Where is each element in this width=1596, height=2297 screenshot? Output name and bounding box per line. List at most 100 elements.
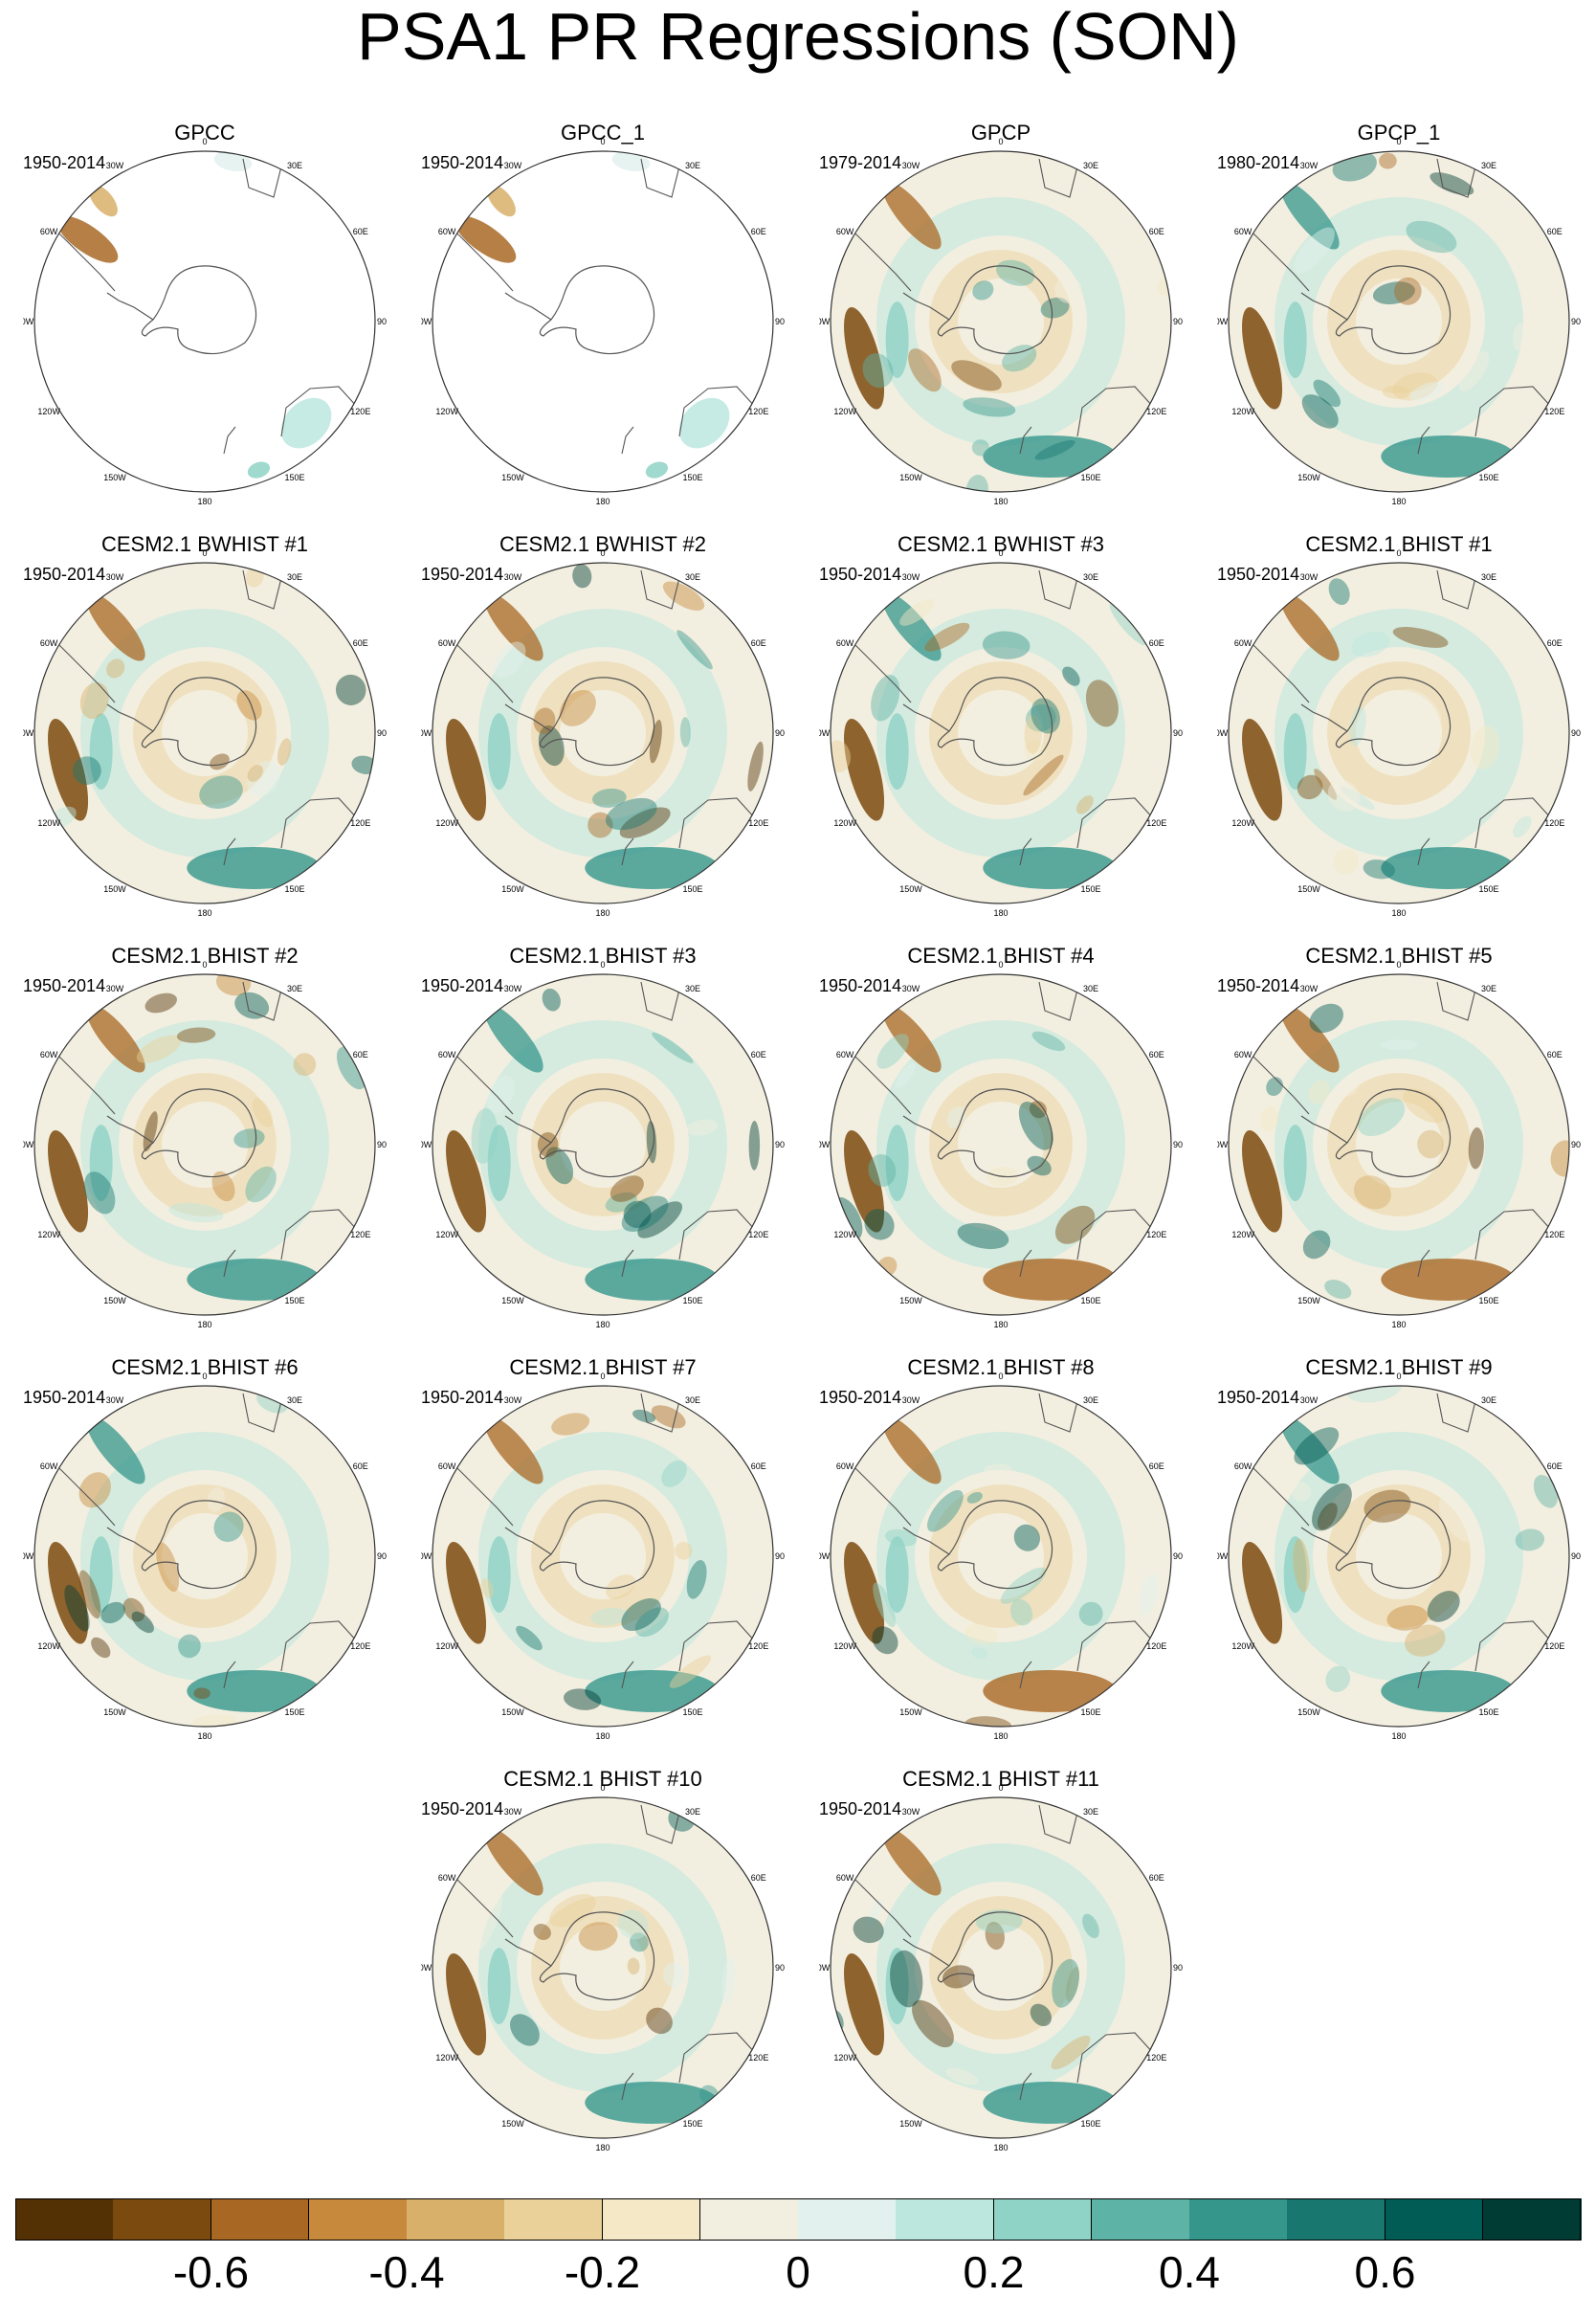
precip-anomaly-patch [881, 1416, 942, 1484]
australia-coastline [1076, 1620, 1155, 1672]
precip-anomaly-patch [1013, 1524, 1041, 1551]
precip-anomaly-patch [1314, 769, 1338, 800]
antarctic-peninsula-coastline [504, 1527, 552, 1555]
panel-title: CESM2.1 BHIST #1 [1305, 532, 1493, 556]
precip-anomaly-patch [867, 1899, 883, 1929]
colorbar-swatch [1287, 2198, 1385, 2241]
precip-anomaly-patch [585, 1258, 720, 1301]
precip-anomaly-patch [585, 2081, 720, 2124]
precip-anomaly-patch [545, 1147, 574, 1185]
precip-anomaly-patch [487, 1125, 511, 1202]
precip-anomaly-patch [1309, 1003, 1344, 1034]
map-border [1228, 1385, 1570, 1728]
longitude-label: 60E [751, 638, 766, 648]
australia-coastline [678, 2032, 757, 2084]
longitude-label: 120W [37, 818, 60, 828]
longitude-label: 180 [1391, 497, 1406, 506]
precip-anomaly-patch [881, 1827, 942, 1896]
precip-anomaly-patch [1138, 1573, 1160, 1616]
longitude-label: 120W [1231, 407, 1254, 416]
panel-title: CESM2.1 BWHIST #3 [898, 532, 1104, 556]
antarctica-coastline [141, 265, 257, 355]
longitude-label: 60E [353, 1050, 368, 1059]
longitude-label: 30E [1083, 1395, 1098, 1405]
longitude-label: 60E [1149, 1050, 1164, 1059]
longitude-label: 60W [836, 1461, 854, 1471]
longitude-label: 60E [1547, 1461, 1563, 1471]
longitude-label: 180 [1391, 1320, 1406, 1329]
precip-anomaly-patch [662, 1962, 685, 1988]
longitude-label: 120E [350, 407, 370, 416]
longitude-label: 60E [1149, 227, 1164, 236]
precip-anomaly-patch [1065, 1966, 1079, 2002]
longitude-label: 90E [1173, 1140, 1183, 1149]
longitude-label: 180 [595, 1731, 610, 1741]
precip-anomaly-patch [1002, 345, 1037, 372]
longitude-label: 150W [501, 1707, 524, 1717]
precip-anomaly-patch [899, 598, 935, 626]
precip-anomaly-patch [844, 307, 885, 410]
precip-anomaly-patch [1294, 1427, 1340, 1465]
longitude-label: 30W [106, 984, 124, 993]
longitude-label: 0 [600, 1372, 605, 1381]
longitude-label: 90W [1217, 728, 1229, 738]
longitude-label: 0 [1396, 137, 1401, 146]
precip-anomaly-patch [564, 1688, 602, 1710]
precip-anomaly-patch [72, 756, 101, 785]
panel-title: CESM2.1 BHIST #5 [1305, 944, 1493, 968]
australia-coastline [1076, 386, 1155, 437]
antarctic-peninsula-coastline [504, 1115, 552, 1144]
precip-anomaly-patch [1386, 1605, 1429, 1631]
polar-map: 0 30E 60E 90E 120E 150E 180 150W 120W 90W 60W 30W [1217, 960, 1581, 1329]
longitude-label: 180 [595, 908, 610, 918]
antarctica-coastline [937, 1911, 1053, 2001]
new-zealand-coastline [621, 426, 634, 455]
longitude-label: 150E [1080, 473, 1100, 482]
precip-anomaly-patch [1009, 1598, 1033, 1626]
longitude-label: 60E [1547, 227, 1563, 236]
map-panel: CESM2.1 BHIST #90 30E 60E 90E 120E 150E 180 150… [1217, 1355, 1581, 1757]
precip-anomaly-patch [156, 1542, 180, 1593]
precip-anomaly-patch [187, 846, 321, 889]
panel-years: 1950-2014 [1217, 976, 1300, 995]
longitude-label: 120W [1231, 818, 1254, 828]
precip-anomaly-patch [844, 1542, 885, 1644]
longitude-label: 0 [202, 960, 207, 970]
precip-anomaly-patch [1327, 779, 1361, 812]
precip-anomaly-patch [1034, 439, 1075, 460]
longitude-label: 120W [435, 1230, 458, 1239]
longitude-label: 60E [1149, 1461, 1164, 1471]
precip-anomaly-patch [587, 812, 613, 838]
precip-anomaly-patch [982, 631, 1031, 659]
map-panel: GPCP_10 30E 60E 90E 120E 150E 180 150W 120W 90W 60… [1217, 121, 1581, 523]
map-border [1228, 562, 1570, 904]
longitude-label: 60E [751, 1873, 766, 1883]
longitude-label: 90W [1217, 317, 1229, 326]
longitude-label: 90E [1173, 1963, 1183, 1973]
precip-anomaly-patch [1363, 859, 1396, 880]
map-panel: CESM2.1 BHIST #80 30E 60E 90E 120E 150E 180 150… [819, 1355, 1183, 1757]
precip-anomaly-patch [100, 1601, 125, 1624]
longitude-label: 120W [37, 407, 60, 416]
map-border [432, 973, 774, 1316]
longitude-label: 120W [37, 1230, 60, 1239]
longitude-label: 30W [1300, 984, 1319, 993]
precip-anomaly-patch [236, 690, 262, 721]
precip-anomaly-patch [1403, 1088, 1447, 1124]
precip-anomaly-patch [233, 1128, 265, 1148]
longitude-label: 60W [1234, 1050, 1252, 1059]
precip-anomaly-patch [232, 589, 284, 613]
australia-coastline [1474, 1209, 1553, 1260]
precip-anomaly-patch [199, 775, 243, 810]
precip-anomaly-patch [876, 1034, 909, 1069]
map-border [830, 1796, 1172, 2139]
longitude-label: 30W [902, 161, 920, 170]
panel-years: 1979-2014 [819, 153, 902, 172]
longitude-label: 120W [1231, 1230, 1254, 1239]
precip-anomaly-patch [48, 1130, 89, 1233]
longitude-label: 60E [353, 227, 368, 236]
precip-anomaly-patch [1351, 631, 1390, 658]
precip-anomaly-patch [1031, 698, 1060, 734]
precip-anomaly-patch [1381, 1039, 1418, 1051]
antarctica-coastline [937, 1088, 1053, 1178]
